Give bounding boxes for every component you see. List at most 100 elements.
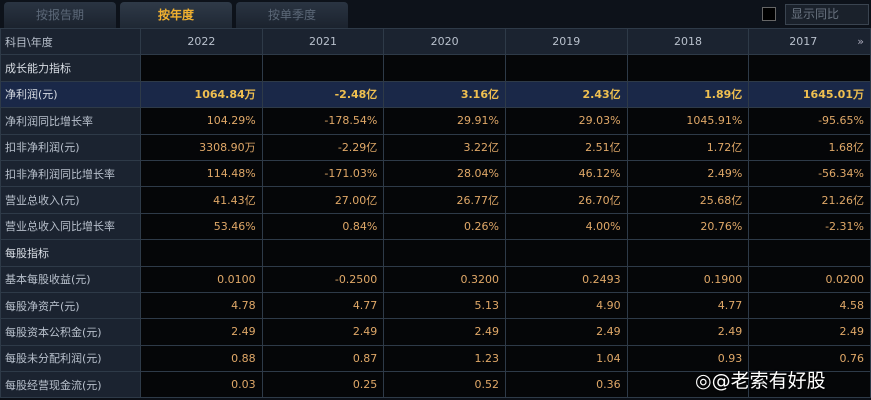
cell-value: -178.54% <box>261 107 385 135</box>
cell-value: 1.72亿 <box>626 133 750 161</box>
cell-value <box>504 239 628 267</box>
table-row[interactable]: 每股未分配利润(元) 0.88 0.87 1.23 1.04 0.93 0.76 <box>0 344 871 373</box>
cell-value: 0.87 <box>261 344 385 373</box>
cell-value: 0.52 <box>383 371 506 399</box>
cell-value <box>383 239 506 267</box>
cell-value: 2.49% <box>626 159 750 188</box>
tab-bar: 按报告期 按年度 按单季度 显示同比 <box>0 0 871 28</box>
cell-value <box>748 54 871 82</box>
cell-value <box>748 239 871 267</box>
cell-value: 29.91% <box>383 107 506 135</box>
tab-by-quarter[interactable]: 按单季度 <box>236 2 348 28</box>
cell-value: 1.68亿 <box>748 133 871 161</box>
cell-value: 4.77 <box>626 291 750 320</box>
table-row[interactable]: 净利润(元) 1064.84万 -2.48亿 3.16亿 2.43亿 1.89亿 1645.… <box>0 80 871 109</box>
year-label: 2021 <box>308 35 337 49</box>
cell-value: 3308.90万 <box>140 133 263 161</box>
tab-by-year[interactable]: 按年度 <box>120 2 232 28</box>
row-label: 营业总收入(元) <box>0 186 141 214</box>
cell-value: 2.49 <box>626 318 750 346</box>
cell-value: -56.34% <box>748 159 871 188</box>
cell-value: 0.76 <box>748 344 871 373</box>
cell-value: 26.77亿 <box>383 186 506 214</box>
section-row[interactable]: 成长能力指标 <box>0 54 871 82</box>
cell-value: -2.29亿 <box>261 133 385 161</box>
cell-value: 0.88 <box>140 344 263 373</box>
year-header[interactable]: 2019 <box>504 27 628 56</box>
cell-value: 0.0200 <box>748 265 871 293</box>
table-row[interactable]: 每股资本公积金(元) 2.49 2.49 2.49 2.49 2.49 2.49 <box>0 318 871 346</box>
show-yoy-checkbox[interactable] <box>762 7 776 21</box>
cell-value <box>140 54 263 82</box>
row-label: 每股资本公积金(元) <box>0 318 141 346</box>
cell-value: 2.49 <box>504 318 628 346</box>
cell-value <box>626 239 750 267</box>
table-row[interactable]: 扣非净利润(元) 3308.90万 -2.29亿 3.22亿 2.51亿 1.72亿 1.6… <box>0 133 871 161</box>
year-label: 2018 <box>673 35 702 49</box>
year-header[interactable]: 2020 <box>383 27 506 56</box>
cell-value: 3.22亿 <box>383 133 506 161</box>
header-label: 科目\年度 <box>0 27 141 56</box>
cell-value: 21.26亿 <box>748 186 871 214</box>
cell-value: 104.29% <box>140 107 263 135</box>
cell-value: -2.48亿 <box>261 80 385 109</box>
cell-value <box>626 371 750 399</box>
row-label: 扣非净利润(元) <box>0 133 141 161</box>
row-label: 每股未分配利润(元) <box>0 344 141 373</box>
cell-value: 2.49 <box>140 318 263 346</box>
cell-value: 4.78 <box>140 291 263 320</box>
year-header[interactable]: 2017 » <box>748 27 871 56</box>
cell-value: 0.36 <box>504 371 628 399</box>
watermark-text: @老索有好股 <box>711 370 826 392</box>
cell-value <box>504 54 628 82</box>
table-row[interactable]: 扣非净利润同比增长率 114.48% -171.03% 28.04% 46.12% 2.4… <box>0 159 871 188</box>
row-label: 净利润同比增长率 <box>0 107 141 135</box>
table-row[interactable]: 基本每股收益(元) 0.0100 -0.2500 0.3200 0.2493 0.1900… <box>0 265 871 293</box>
cell-value: 2.49 <box>748 318 871 346</box>
table-row[interactable]: 每股经营现金流(元) 0.03 0.25 0.52 0.36 <box>0 371 871 399</box>
cell-value: 0.3200 <box>383 265 506 293</box>
table-row[interactable]: 每股净资产(元) 4.78 4.77 5.13 4.90 4.77 4.58 <box>0 291 871 320</box>
year-header[interactable]: 2021 <box>261 27 385 56</box>
row-label: 每股经营现金流(元) <box>0 371 141 399</box>
cell-value: 2.51亿 <box>504 133 628 161</box>
cell-value: 2.49 <box>261 318 385 346</box>
watermark: ◎@老索有好股 <box>695 366 826 393</box>
cell-value: 0.26% <box>383 212 506 241</box>
year-header[interactable]: 2018 <box>626 27 750 56</box>
cell-value: 1645.01万 <box>748 80 871 109</box>
table-row[interactable]: 营业总收入(元) 41.43亿 27.00亿 26.77亿 26.70亿 25.68亿 21… <box>0 186 871 214</box>
cell-value: 28.04% <box>383 159 506 188</box>
cell-value: 1.04 <box>504 344 628 373</box>
cell-value: -95.65% <box>748 107 871 135</box>
cell-value: 1064.84万 <box>140 80 263 109</box>
tab-by-report-period[interactable]: 按报告期 <box>4 2 116 28</box>
more-columns-icon[interactable]: » <box>857 35 864 49</box>
cell-value: 0.0100 <box>140 265 263 293</box>
section-row[interactable]: 每股指标 <box>0 239 871 267</box>
row-label: 每股净资产(元) <box>0 291 141 320</box>
cell-value: 2.49 <box>383 318 506 346</box>
cell-value: 4.58 <box>748 291 871 320</box>
year-label: 2017 <box>789 35 818 49</box>
cell-value: -171.03% <box>261 159 385 188</box>
cell-value <box>261 54 385 82</box>
table-row[interactable]: 营业总收入同比增长率 53.46% 0.84% 0.26% 4.00% 20.76% -2.… <box>0 212 871 241</box>
cell-value: 3.16亿 <box>383 80 506 109</box>
row-label: 每股指标 <box>0 239 141 267</box>
cell-value <box>261 239 385 267</box>
table-row[interactable]: 净利润同比增长率 104.29% -178.54% 29.91% 29.03% 1045.… <box>0 107 871 135</box>
cell-value: 41.43亿 <box>140 186 263 214</box>
cell-value <box>140 239 263 267</box>
cell-value: 46.12% <box>504 159 628 188</box>
cell-value <box>626 54 750 82</box>
header-row: 科目\年度 2022 2021 2020 2019 2018 2017 » <box>0 27 871 56</box>
financial-table: 科目\年度 2022 2021 2020 2019 2018 2017 » 成长能力指标 净利润(… <box>0 27 871 399</box>
cell-value: 0.84% <box>261 212 385 241</box>
show-yoy-label[interactable]: 显示同比 <box>785 4 869 25</box>
year-header[interactable]: 2022 <box>140 27 263 56</box>
cell-value: 4.90 <box>504 291 628 320</box>
row-label: 净利润(元) <box>0 80 141 109</box>
cell-value: 0.25 <box>261 371 385 399</box>
cell-value: 1045.91% <box>626 107 750 135</box>
